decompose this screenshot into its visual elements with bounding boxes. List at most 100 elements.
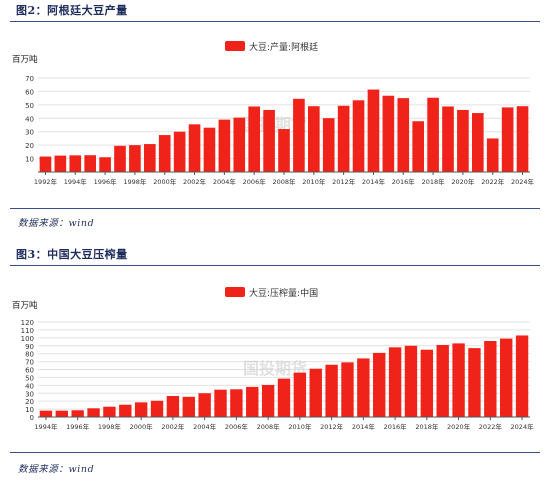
bar (382, 95, 395, 172)
x-tick-label: 2010年 (302, 177, 326, 186)
bar (263, 109, 275, 172)
legend-swatch (225, 41, 245, 51)
y-tick-label: 40 (25, 115, 34, 123)
x-tick-label: 2002年 (183, 177, 207, 186)
bar (412, 121, 424, 172)
figure3-title: 图3：中国大豆压榨量 (16, 248, 128, 261)
x-tick-label: 1994年 (34, 422, 58, 431)
y-tick-label: 80 (25, 351, 34, 359)
bar (84, 155, 96, 172)
figure2-source: 数据来源：wind (18, 218, 95, 229)
y-axis-unit-label: 百万吨 (12, 300, 38, 311)
figure3-source: 数据来源：wind (18, 464, 95, 475)
x-tick-label: 2012年 (320, 422, 344, 431)
bar (420, 349, 434, 417)
bar (352, 100, 365, 172)
bar (468, 348, 481, 417)
bar (442, 106, 454, 172)
bar (293, 98, 305, 172)
bar (129, 145, 141, 172)
y-tick-label: 120 (21, 319, 34, 327)
bar (203, 127, 216, 172)
bar (388, 347, 402, 417)
bar (325, 364, 338, 417)
y-tick-label: 40 (25, 382, 34, 390)
bar (173, 131, 186, 172)
bar (308, 106, 320, 172)
bar (404, 345, 418, 417)
bar (246, 386, 259, 417)
x-tick-label: 1996年 (66, 422, 90, 431)
bar (452, 343, 465, 417)
bar (277, 378, 291, 417)
bar (39, 410, 53, 417)
y-tick-label: 60 (25, 367, 34, 375)
bar (341, 362, 354, 417)
y-tick-label: 70 (25, 75, 34, 83)
x-tick-label: 2000年 (130, 422, 154, 431)
y-tick-label: 50 (25, 102, 34, 110)
x-tick-label: 2000年 (153, 177, 177, 186)
bar (198, 393, 211, 417)
bar (114, 145, 126, 172)
bar (337, 105, 350, 172)
bar (436, 344, 449, 417)
x-tick-label: 2002年 (161, 422, 185, 431)
bar (322, 118, 335, 172)
y-tick-label: 70 (25, 359, 34, 367)
bar (309, 368, 322, 417)
y-tick-label: 20 (25, 142, 34, 150)
legend-label: 大豆:压榨量:中国 (249, 287, 318, 299)
bar (373, 352, 386, 417)
bar (166, 396, 180, 417)
bar (69, 155, 82, 172)
bar (150, 400, 164, 417)
x-tick-label: 2006年 (243, 177, 267, 186)
bar (357, 358, 370, 417)
bar (248, 106, 260, 172)
bar (427, 97, 439, 172)
figure2-bottom-rule (10, 208, 540, 209)
x-tick-label: 2024年 (511, 422, 535, 431)
bar (71, 410, 84, 417)
legend-swatch (225, 287, 245, 297)
bar (182, 396, 195, 417)
x-tick-label: 1998年 (123, 177, 147, 186)
x-tick-label: 2024年 (511, 177, 535, 186)
bar (500, 338, 513, 417)
x-tick-label: 2018年 (415, 422, 439, 431)
bar (218, 119, 231, 172)
y-tick-label: 50 (25, 374, 34, 382)
x-tick-label: 2016年 (392, 177, 416, 186)
x-tick-label: 2006年 (225, 422, 249, 431)
y-tick-label: 30 (25, 390, 34, 398)
bar (214, 389, 227, 417)
x-tick-label: 2014年 (352, 422, 376, 431)
y-tick-label: 110 (21, 327, 34, 335)
bar (39, 156, 52, 172)
x-tick-label: 2008年 (257, 422, 281, 431)
bar (516, 106, 529, 172)
bar (188, 124, 201, 172)
bar (397, 98, 410, 172)
bar (158, 135, 171, 172)
bar (233, 117, 246, 172)
bar (486, 138, 499, 172)
x-tick-label: 2008年 (272, 177, 296, 186)
bar (54, 155, 67, 172)
x-tick-label: 2012年 (332, 177, 356, 186)
figure3-top-rule (10, 265, 540, 266)
y-tick-label: 10 (25, 406, 34, 414)
bar (99, 157, 111, 172)
figure3-bottom-rule (10, 452, 540, 453)
bar (261, 384, 275, 417)
bar (457, 109, 469, 172)
x-tick-label: 1994年 (64, 177, 88, 186)
bar (87, 408, 100, 417)
bar (119, 404, 132, 417)
y-tick-label: 100 (21, 335, 34, 343)
x-tick-label: 2004年 (193, 422, 217, 431)
bar (103, 406, 116, 417)
figure2-top-rule (10, 21, 540, 22)
